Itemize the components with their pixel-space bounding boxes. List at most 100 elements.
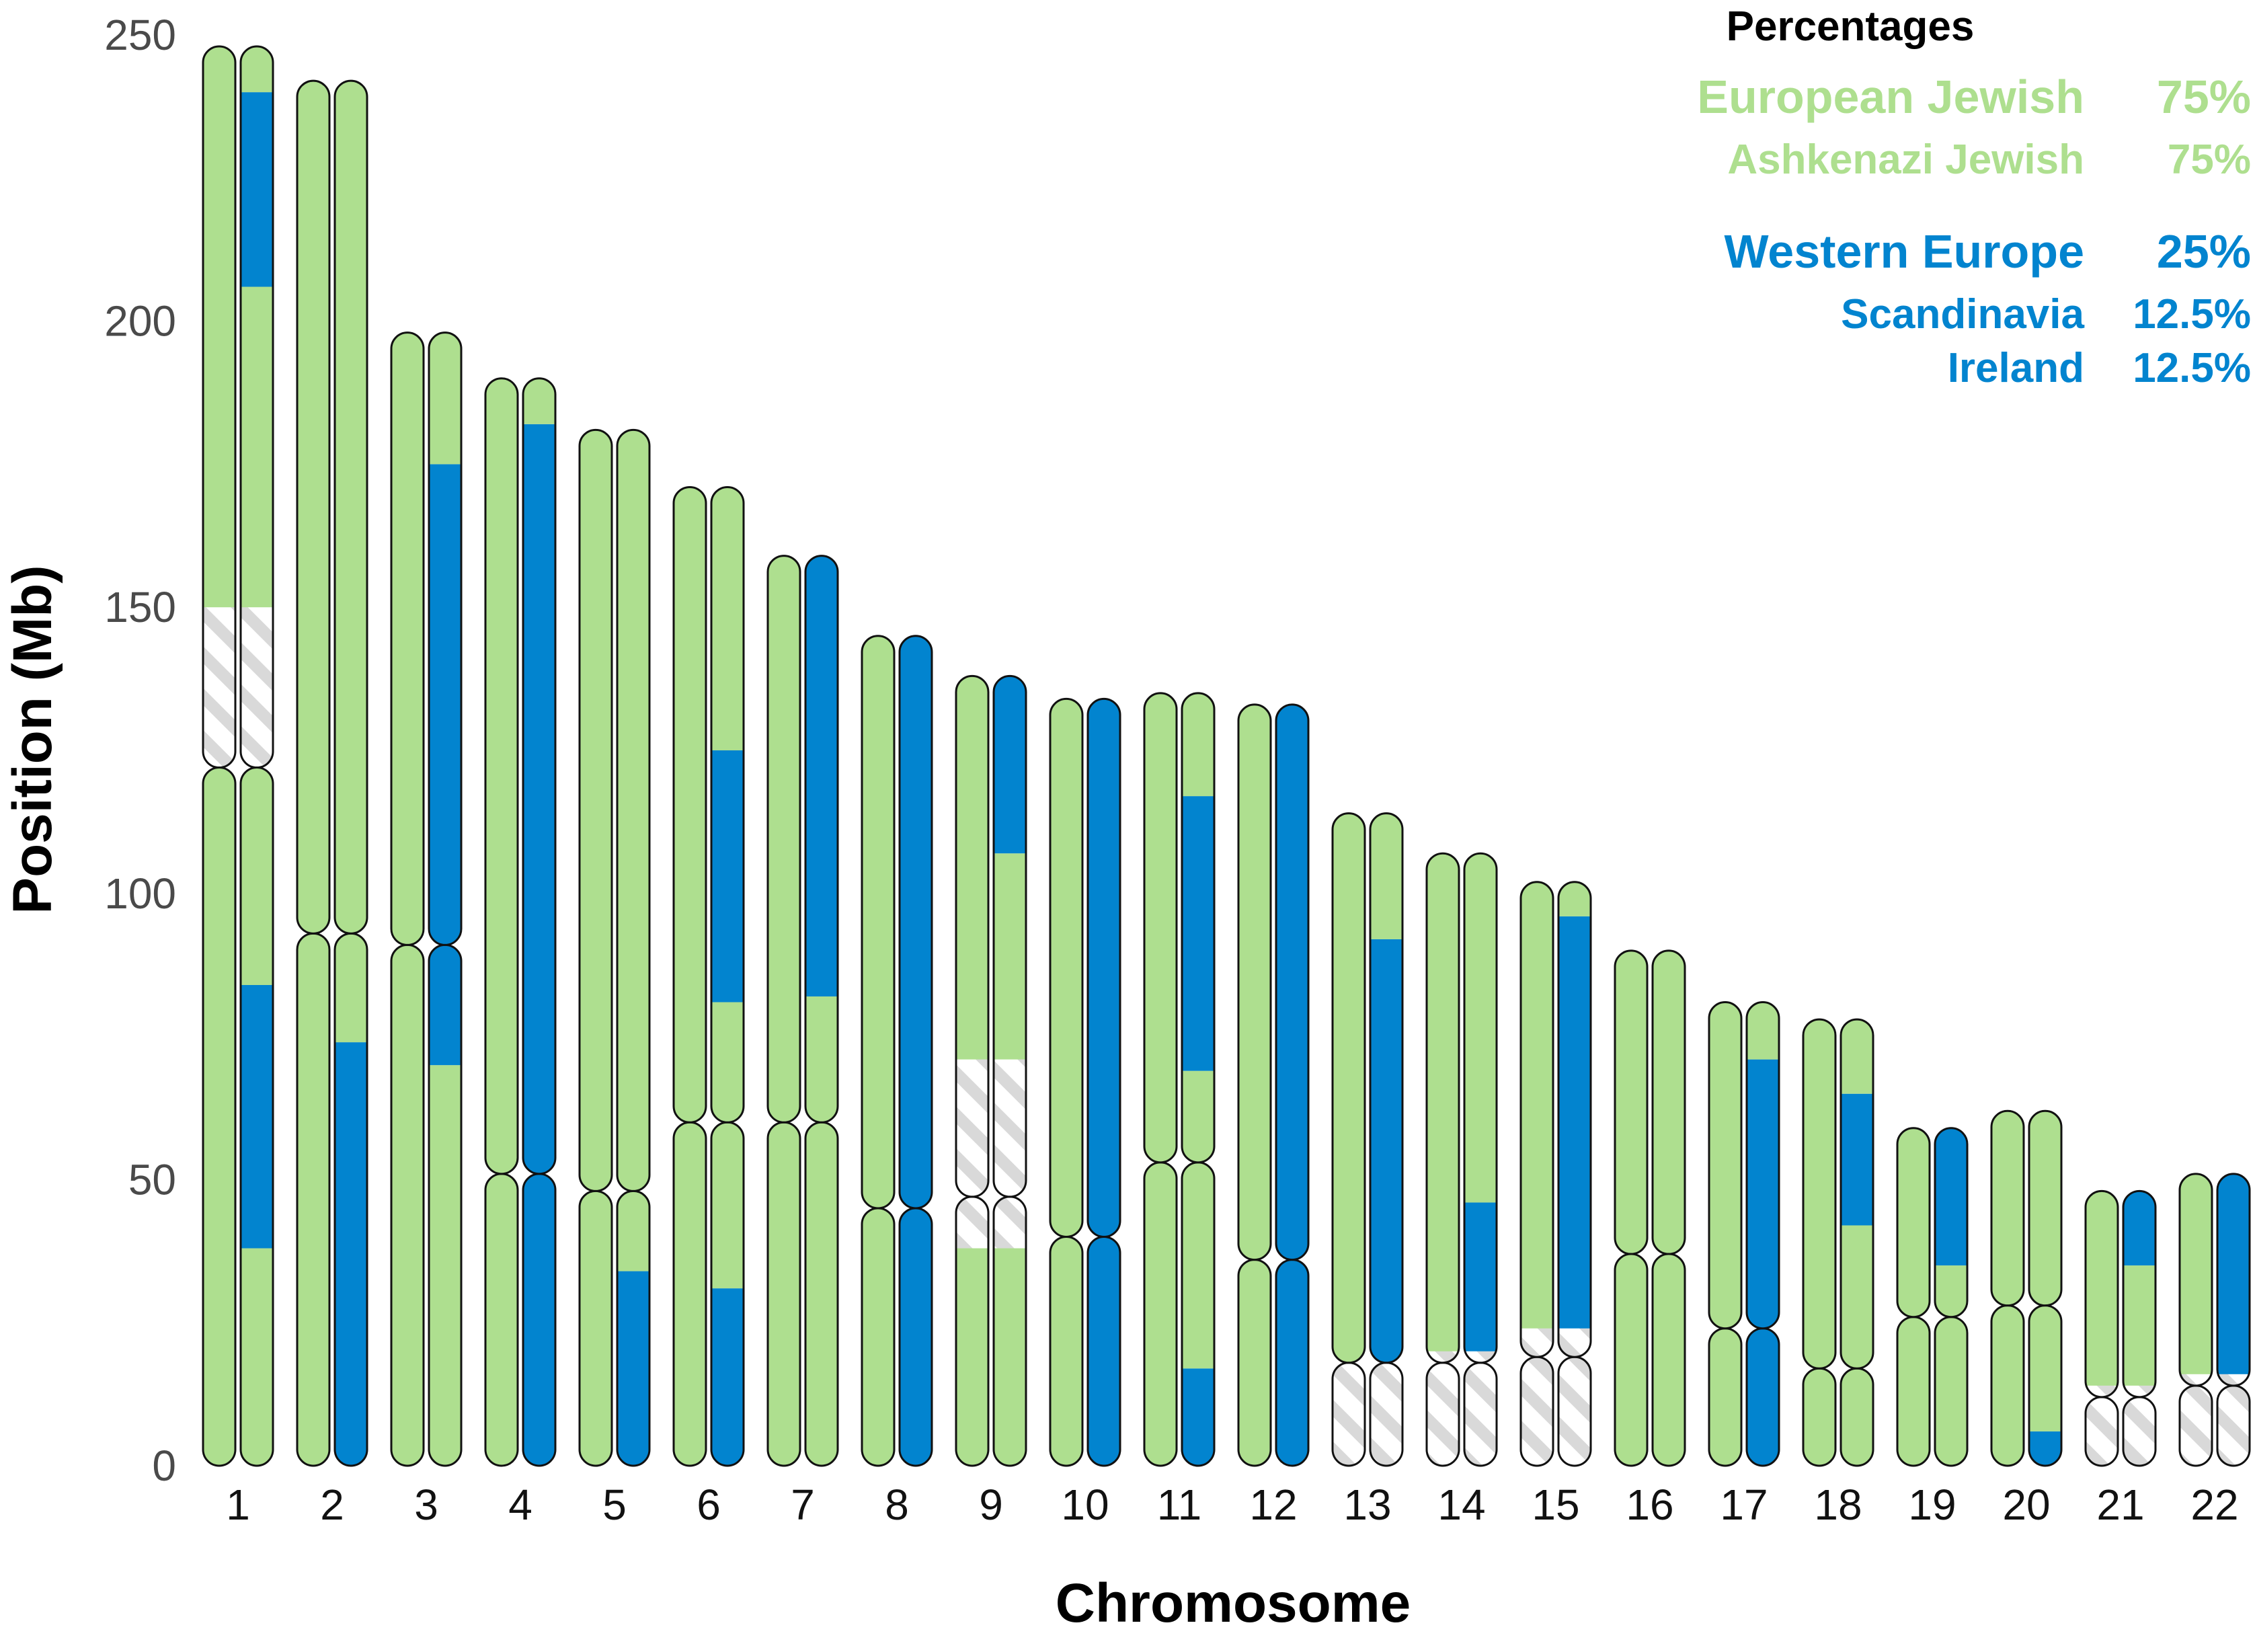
chromosome-7-copy2-p-arm <box>805 1122 838 1466</box>
chromosome-17-copy1-q-arm <box>1709 1002 1741 1329</box>
chromosome-5-copy1-q-arm <box>580 430 612 1191</box>
segment-european-jewish <box>1615 950 1647 1255</box>
y-tick-label: 100 <box>104 869 176 918</box>
chromosome-pair-21 <box>2084 1189 2157 1467</box>
segment-european-jewish <box>2029 1111 2061 1306</box>
segment-western-europe <box>711 750 744 1002</box>
chromosome-outline <box>1049 697 1084 1238</box>
segment-european-jewish <box>429 332 461 465</box>
chromosome-outline <box>1802 1018 1837 1370</box>
segment-european-jewish <box>241 46 273 93</box>
chromosome-20-copy1-p-arm <box>1991 1305 2024 1466</box>
chromosome-4-copy2-q-arm <box>523 378 555 1174</box>
x-tick-label-chromosome-4: 4 <box>508 1481 532 1529</box>
chromosome-16-copy2-p-arm <box>1653 1254 1685 1466</box>
chromosome-outline <box>1425 852 1460 1364</box>
x-axis-ticks: 1 2 3 4 5 6 7 8 9 10 11 12 13 14 15 16 17 18 19 20 21 22 <box>226 1481 2238 1529</box>
chromosome-2-copy2-q-arm <box>335 81 367 934</box>
chromosome-20-copy2-p-arm <box>2029 1305 2061 1466</box>
chromosome-4-copy2-p-arm <box>523 1173 555 1466</box>
chromosome-pair-1 <box>202 45 274 1467</box>
segment-european-jewish <box>1653 950 1685 1255</box>
chromosome-10-copy1-q-arm <box>1050 699 1082 1237</box>
chromosome-16-copy2-q-arm <box>1653 950 1685 1255</box>
chromosome-11-copy2-q-arm <box>1182 693 1214 1163</box>
chromosome-8-copy2-q-arm <box>900 635 932 1208</box>
chromosome-pair-8 <box>861 635 933 1467</box>
chromosome-21-copy2-p-arm <box>2123 1397 2155 1466</box>
chromosome-outline <box>1369 812 1404 1364</box>
segment-western-europe <box>900 635 932 1208</box>
chromosome-pair-17 <box>1708 1001 1780 1467</box>
segment-western-europe <box>1276 704 1308 1260</box>
x-tick-label-chromosome-8: 8 <box>885 1481 909 1529</box>
x-tick-label-chromosome-18: 18 <box>1814 1481 1862 1529</box>
chromosome-outline <box>390 331 425 946</box>
chromosome-19-copy2-p-arm <box>1935 1316 1967 1466</box>
segment-european-jewish <box>391 332 424 945</box>
chromosome-17-copy1-p-arm <box>1709 1328 1741 1466</box>
segment-european-jewish <box>1991 1305 2024 1466</box>
chromosome-outline <box>296 79 331 935</box>
segment-unassigned <box>1333 1362 1365 1466</box>
chromosome-16-copy1-q-arm <box>1615 950 1647 1255</box>
chromosome-outline <box>2122 1189 2157 1399</box>
chromosome-outline <box>578 428 613 1192</box>
chromosome-outline <box>2216 1173 2251 1387</box>
chromosome-outline <box>1237 703 1272 1261</box>
chromosome-pair-5 <box>578 428 651 1467</box>
x-tick-label-chromosome-5: 5 <box>602 1481 627 1529</box>
chromosome-outline <box>239 45 274 769</box>
segment-european-jewish <box>2123 1265 2155 1397</box>
segment-western-europe <box>241 984 273 1249</box>
chromosome-pair-18 <box>1802 1018 1874 1467</box>
chromosome-pair-20 <box>1990 1109 2063 1467</box>
chromosome-pair-11 <box>1143 692 1216 1467</box>
chromosome-18-copy1-p-arm <box>1803 1368 1835 1466</box>
segment-unassigned <box>2123 1397 2155 1466</box>
segment-western-europe <box>429 464 461 945</box>
chromosome-22-copy2-p-arm <box>2217 1385 2250 1466</box>
chromosome-pair-10 <box>1049 697 1121 1467</box>
chromosome-pair-6 <box>672 485 745 1467</box>
x-tick-label-chromosome-14: 14 <box>1437 1481 1485 1529</box>
chromosome-9-copy1-q-arm <box>956 676 988 1197</box>
chromosome-19-copy1-q-arm <box>1897 1128 1930 1317</box>
segment-western-europe <box>523 1173 555 1466</box>
segment-european-jewish <box>1182 693 1214 797</box>
segment-western-europe <box>805 555 838 997</box>
segment-european-jewish <box>241 1248 273 1466</box>
y-axis-ticks: 0 50 100 150 200 250 <box>104 11 176 1490</box>
chromosome-2-copy1-q-arm <box>297 81 329 934</box>
chromosome-10-copy2-p-arm <box>1088 1236 1120 1466</box>
segment-european-jewish <box>1521 881 1553 1358</box>
chromosome-outline <box>1839 1018 1874 1370</box>
chromosome-10-copy1-p-arm <box>1050 1236 1082 1466</box>
chromosome-15-copy1-p-arm <box>1521 1357 1553 1466</box>
segment-european-jewish <box>674 1122 706 1466</box>
segment-western-europe <box>1088 699 1120 1237</box>
chromosome-20-copy1-q-arm <box>1991 1111 2024 1306</box>
chromosome-outline <box>955 674 990 1198</box>
chromosome-21-copy1-p-arm <box>2086 1397 2118 1466</box>
chromosome-9-copy2-p-arm <box>994 1196 1026 1466</box>
segment-european-jewish <box>1897 1128 1930 1317</box>
chromosome-12-copy1-q-arm <box>1238 704 1271 1260</box>
chromosome-outline <box>1557 881 1592 1358</box>
segment-western-europe <box>711 1288 744 1466</box>
segment-unassigned <box>1521 1357 1553 1466</box>
y-tick-label: 250 <box>104 11 176 59</box>
chromosome-18-copy2-q-arm <box>1841 1019 1873 1369</box>
segment-western-europe <box>241 92 273 287</box>
chromosome-outline <box>861 635 896 1210</box>
x-tick-label-chromosome-12: 12 <box>1249 1481 1297 1529</box>
chromosome-12-copy2-q-arm <box>1276 704 1308 1260</box>
segment-western-europe <box>1747 1328 1779 1466</box>
chromosome-8-copy1-q-arm <box>862 635 894 1208</box>
segment-unassigned <box>956 1059 988 1197</box>
chromosome-pair-22 <box>2178 1173 2251 1467</box>
legend-label-ireland: Ireland <box>1948 345 2084 391</box>
segment-european-jewish <box>711 1122 744 1289</box>
chromosome-outline <box>2084 1189 2119 1399</box>
